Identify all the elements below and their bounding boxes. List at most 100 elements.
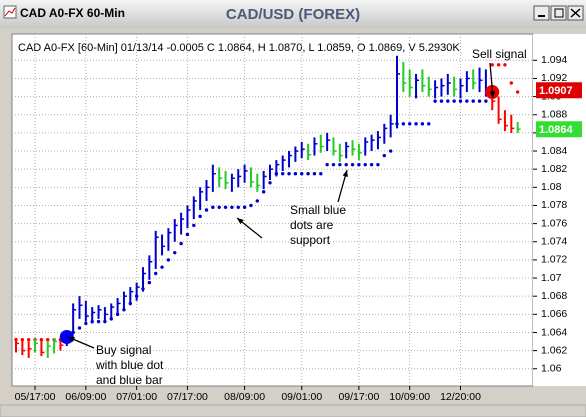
indicator-dot (211, 205, 215, 209)
x-tick-label: 05/17:00 (15, 391, 56, 403)
y-tick-label: 1.072 (541, 254, 567, 266)
indicator-dot (166, 258, 171, 262)
x-tick-label: 09/01:00 (281, 391, 322, 403)
annotation: Small blue (290, 203, 346, 217)
y-tick-label: 1.092 (541, 72, 567, 84)
y-tick-label: 1.088 (541, 109, 567, 121)
scroll-area (0, 404, 586, 417)
annotation: dots are (290, 218, 334, 232)
indicator-dot (344, 162, 348, 167)
chart-header: CAD A0-FX [60-Min] 01/13/14 -0.0005 C 1.… (18, 42, 460, 54)
indicator-dot (325, 162, 329, 167)
indicator-dot (477, 99, 482, 103)
indicator-dot (242, 205, 247, 209)
indicator-dot (433, 99, 437, 103)
signal-dot (59, 330, 74, 345)
price-marker-label: 1.0864 (539, 124, 574, 136)
indicator-dot (388, 149, 393, 153)
x-tick-label: 07/17:00 (167, 391, 208, 403)
y-tick-label: 1.068 (541, 290, 567, 302)
y-tick-label: 1.07 (541, 272, 562, 284)
indicator-dot (452, 99, 456, 103)
y-tick-label: 1.076 (541, 217, 567, 229)
y-tick-label: 1.084 (541, 145, 567, 157)
y-tick-label: 1.094 (541, 54, 567, 66)
window-heading: CAD/USD (FOREX) (226, 6, 360, 23)
indicator-dot (306, 172, 310, 176)
x-tick-label: 08/09:00 (224, 391, 265, 403)
indicator-dot (458, 99, 463, 103)
indicator-dot (147, 280, 152, 285)
indicator-dot (185, 232, 190, 237)
annotation-arrowhead (237, 218, 244, 225)
indicator-dot (192, 223, 196, 228)
indicator-dot (287, 172, 291, 176)
x-tick-label: 06/09:00 (65, 391, 106, 403)
indicator-dot (160, 265, 164, 269)
annotation-arrowhead (342, 170, 348, 177)
indicator-dot (77, 326, 82, 330)
indicator-dot (173, 250, 177, 255)
indicator-dot (363, 162, 367, 167)
annotation: Sell signal (472, 47, 527, 61)
indicator-dot (446, 99, 450, 103)
window-icon (3, 5, 17, 19)
indicator-dot (198, 214, 202, 219)
indicator-dot (401, 122, 406, 126)
window-buttons[interactable] (533, 5, 584, 21)
price-marker (536, 121, 582, 138)
maximize-button[interactable] (550, 5, 567, 21)
indicator-dot (331, 162, 336, 167)
title-bar (0, 0, 586, 28)
price-marker (536, 82, 582, 99)
indicator-dot (503, 63, 507, 67)
indicator-dot (496, 63, 501, 67)
indicator-dot (27, 338, 31, 342)
y-tick-label: 1.08 (541, 181, 562, 193)
x-tick-label: 10/09:00 (389, 391, 430, 403)
plot-area (11, 33, 534, 387)
indicator-dot (281, 172, 285, 176)
indicator-dot (319, 172, 323, 176)
indicator-dot (484, 99, 488, 103)
y-tick-label: 1.078 (541, 199, 567, 211)
indicator-dot (369, 162, 374, 167)
minimize-button[interactable] (533, 5, 550, 21)
indicator-dot (261, 190, 266, 194)
indicator-dot (96, 319, 101, 324)
indicator-dot (230, 205, 234, 209)
indicator-dot (439, 99, 444, 103)
indicator-dot (427, 122, 431, 126)
x-tick-label: 09/17:00 (338, 391, 379, 403)
indicator-dot (350, 162, 355, 167)
indicator-dot (465, 99, 469, 103)
indicator-dot (471, 99, 475, 103)
annotation-arrowhead (68, 337, 75, 343)
annotation-arrowhead (489, 91, 496, 98)
indicator-dot (376, 162, 380, 167)
indicator-dot (293, 172, 298, 176)
indicator-dot (490, 63, 494, 67)
indicator-dot (268, 181, 272, 185)
annotation: support (290, 233, 331, 247)
indicator-dot (408, 122, 412, 126)
y-tick-label: 1.082 (541, 163, 567, 175)
annotation: and blue bar (96, 373, 163, 387)
price-marker-label: 1.0907 (539, 85, 573, 97)
window-title: CAD A0-FX 60-Min (20, 6, 125, 20)
indicator-dot (46, 338, 50, 342)
indicator-dot (312, 172, 317, 176)
indicator-dot (509, 81, 513, 85)
indicator-dot (103, 319, 107, 324)
indicator-dot (236, 205, 240, 209)
indicator-dot (84, 321, 88, 326)
indicator-dot (382, 153, 386, 158)
x-tick-label: 12/20:00 (440, 391, 481, 403)
indicator-dot (217, 205, 221, 209)
indicator-dot (179, 241, 183, 246)
indicator-dot (515, 90, 520, 94)
indicator-dot (223, 205, 228, 209)
indicator-dot (154, 271, 158, 276)
